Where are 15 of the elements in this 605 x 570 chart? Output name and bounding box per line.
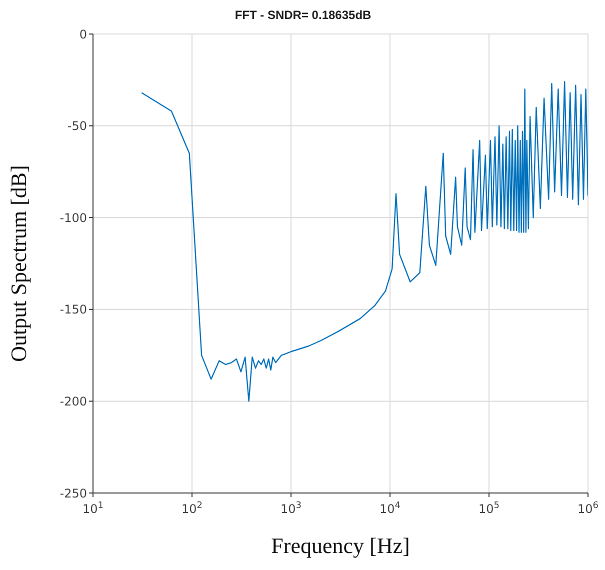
y-tick-label: -200 [60,394,87,408]
x-axis-title: Frequency [Hz] [271,533,410,558]
y-axis-title: Output Spectrum [dB] [6,165,31,362]
x-tick-label: 10$^{5}$ [478,501,500,516]
x-tick-label: 10$^{6}$ [577,501,599,516]
chart-title: FFT - SNDR= 0.18635dB [234,8,372,24]
y-tick-label: -100 [60,210,87,225]
x-tick-label: 10$^{2}$ [181,501,203,516]
x-tick-label: 10$^{1}$ [82,501,104,516]
y-tick-label: -50 [67,119,87,134]
y-tick-label: -250 [60,486,87,500]
x-tick-label: 10$^{4}$ [379,501,401,516]
y-tick-label: 0 [79,27,87,42]
y-tick-label: -150 [60,302,87,317]
x-tick-label: 10$^{3}$ [280,501,302,516]
